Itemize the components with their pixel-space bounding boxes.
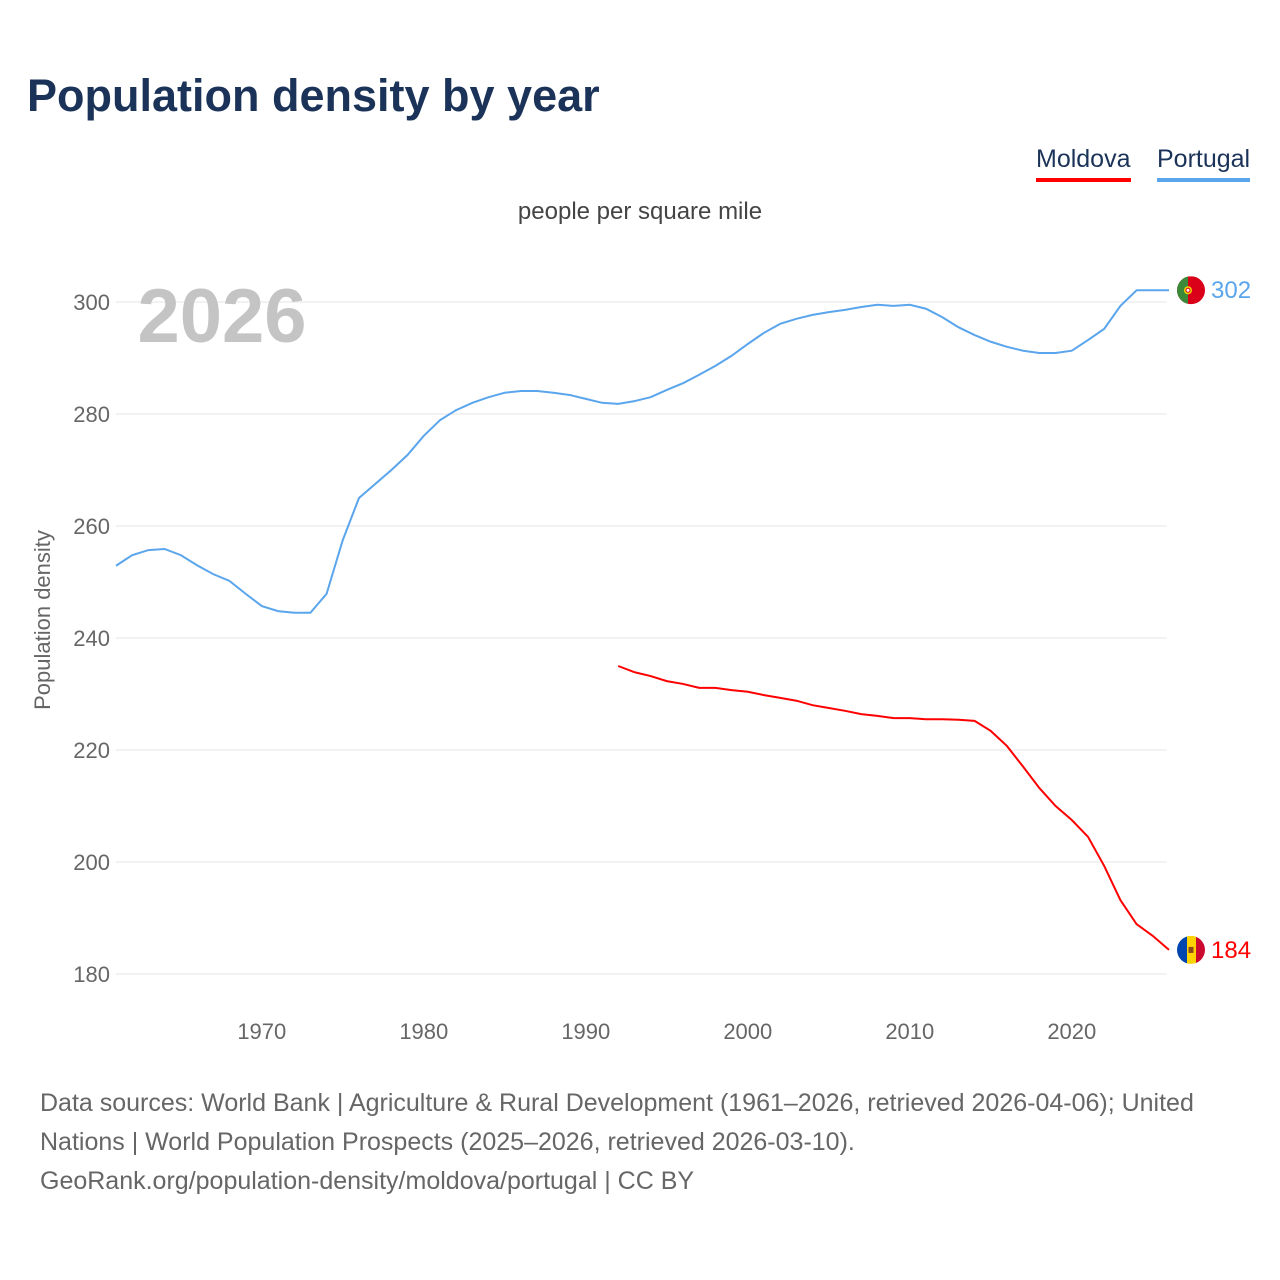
legend-item-portugal[interactable]: Portugal xyxy=(1157,145,1251,182)
end-label-portugal: 302 xyxy=(1211,277,1251,304)
series-line-moldova xyxy=(617,665,1170,951)
y-tick-label: 220 xyxy=(73,738,110,763)
year-watermark: 2026 xyxy=(137,274,306,359)
x-tick-label: 1970 xyxy=(237,1019,286,1044)
source-link[interactable]: GeoRank.org/population-density/moldova/p… xyxy=(40,1167,695,1195)
data-sources: Data sources: World Bank | Agriculture &… xyxy=(40,1089,1194,1156)
x-tick-label: 2020 xyxy=(1047,1019,1096,1044)
chart-title: Population density by year xyxy=(27,70,600,121)
chart-subtitle: people per square mile xyxy=(517,198,763,225)
y-tick-label: 200 xyxy=(73,850,110,875)
footer: Data sources: World Bank | Agriculture &… xyxy=(40,1084,1250,1201)
y-tick-label: 240 xyxy=(73,626,110,651)
y-tick-label: 300 xyxy=(73,290,110,315)
y-tick-label: 280 xyxy=(73,402,110,427)
y-axis-label: Population density xyxy=(30,530,55,710)
end-label-moldova: 184 xyxy=(1211,937,1251,964)
x-tick-label: 1990 xyxy=(561,1019,610,1044)
x-tick-label: 2000 xyxy=(723,1019,772,1044)
y-tick-label: 180 xyxy=(73,962,110,987)
legend-item-moldova[interactable]: Moldova xyxy=(1036,145,1131,182)
moldova-flag-icon xyxy=(1177,935,1205,964)
y-tick-label: 260 xyxy=(73,514,110,539)
x-tick-label: 1980 xyxy=(399,1019,448,1044)
portugal-flag-icon xyxy=(1177,276,1205,305)
series-line-portugal xyxy=(115,289,1169,614)
x-tick-label: 2010 xyxy=(885,1019,934,1044)
